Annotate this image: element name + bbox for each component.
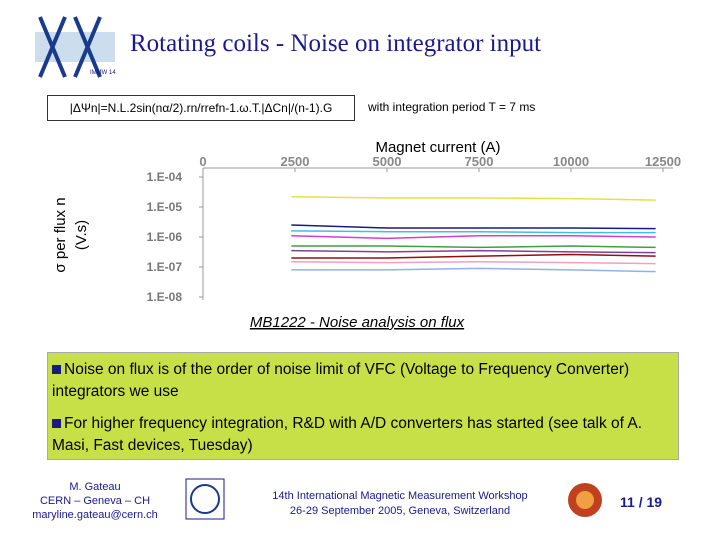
x-tick-label: 10000 [553, 154, 589, 169]
series-line [291, 267, 656, 273]
formula: |ΔΨn|=N.L.2sin(nα/2).rn/rrefn-1.ω.T.|ΔCn… [47, 95, 355, 121]
y-axis-label: σ per flux n [52, 197, 69, 272]
bullet-marker [52, 365, 61, 374]
author-line: CERN – Geneva – CH [39, 495, 151, 507]
author-line: M. Gateau [69, 481, 121, 493]
period-note: with integration period T = 7 ms [368, 100, 536, 114]
bullet: Noise on flux is of the order of noise l… [52, 359, 674, 403]
x-tick-label: 5000 [373, 154, 402, 169]
chart: Magnet current (A) σ per flux n (V.s) MB… [52, 139, 681, 331]
logo-text: IMMW 14 [90, 70, 116, 76]
series-line [291, 253, 656, 259]
author-line: maryline.gateau@cern.ch [32, 509, 158, 521]
emblem [568, 483, 602, 517]
page-number: 11 / 19 [620, 494, 663, 510]
x-tick-label: 0 [199, 154, 206, 169]
series-line [291, 260, 656, 265]
emblem-core [576, 491, 594, 509]
series-line [291, 230, 656, 234]
y-tick-label: 1.E-05 [147, 200, 183, 214]
x-axis-label: Magnet current (A) [375, 139, 500, 156]
bullet-text: Noise on flux is of the order of noise l… [52, 361, 630, 400]
x-tick-label: 2500 [281, 154, 310, 169]
series-line [291, 195, 656, 201]
chart-caption: MB1222 - Noise analysis on flux [250, 314, 465, 331]
cern-logo [185, 478, 225, 520]
cern-ring [190, 484, 220, 514]
title: Rotating coils - Noise on integrator inp… [130, 30, 542, 57]
series-line [291, 249, 656, 254]
series-line [291, 245, 656, 249]
bullet-box: Noise on flux is of the order of noise l… [47, 352, 679, 460]
y-tick-label: 1.E-07 [147, 260, 183, 274]
y-tick-label: 1.E-04 [147, 170, 183, 184]
logo-shape [38, 16, 102, 78]
logo: IMMW 14 [35, 16, 116, 78]
y-axis-label: (V.s) [73, 220, 90, 250]
y-tick-label: 1.E-06 [147, 230, 183, 244]
y-tick-label: 1.E-08 [147, 290, 183, 304]
x-tick-label: 7500 [465, 154, 494, 169]
bullet-text: For higher frequency integration, R&D wi… [52, 415, 643, 454]
bullet-marker [52, 419, 61, 428]
series-line [291, 224, 656, 230]
event-line: 14th International Magnetic Measurement … [272, 490, 528, 502]
bullet: For higher frequency integration, R&D wi… [52, 413, 674, 457]
series-line [291, 235, 656, 240]
x-tick-label: 12500 [645, 154, 681, 169]
event-line: 26-29 September 2005, Geneva, Switzerlan… [289, 505, 511, 517]
